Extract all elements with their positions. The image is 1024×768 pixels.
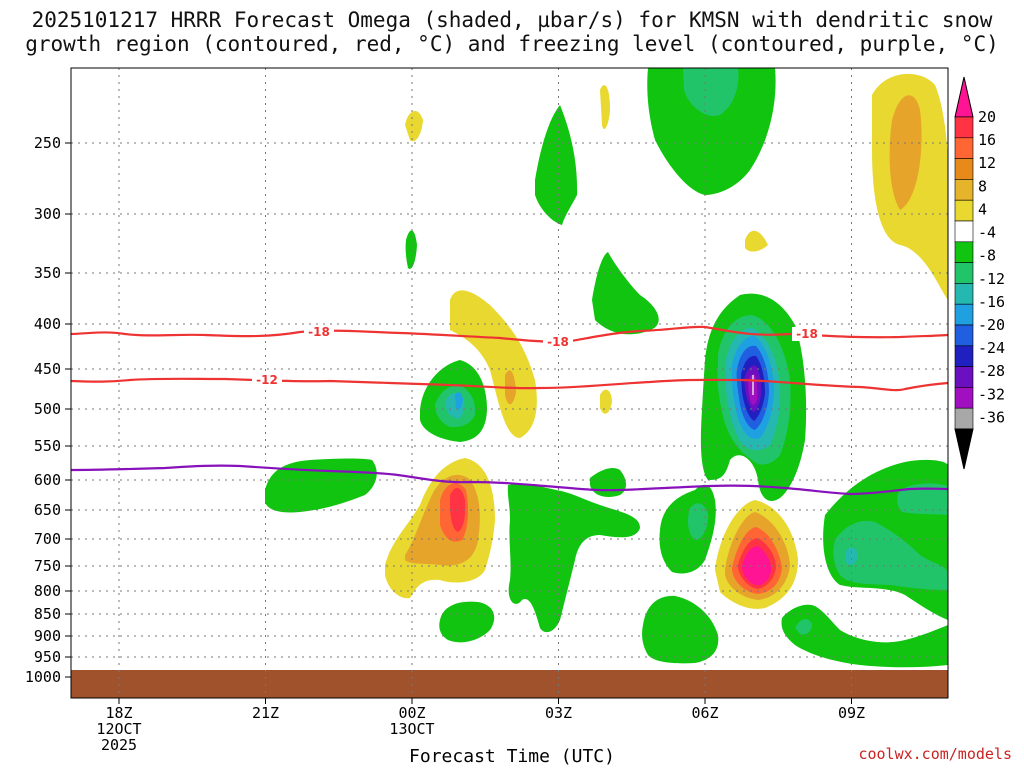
colorbar-bottom-arrow [954, 428, 974, 470]
colorbar-segment [954, 116, 974, 139]
colorbar-label: -32 [978, 385, 1005, 403]
colorbar-label: 20 [978, 108, 996, 126]
y-tick-label: 650 [34, 501, 61, 519]
y-tick-label: 1000 [25, 668, 61, 686]
omega-teal-area [833, 520, 948, 590]
y-tick-label: 950 [34, 648, 61, 666]
colorbar-label: 16 [978, 131, 996, 149]
omega-green-area [781, 604, 948, 668]
omega-green-area [647, 68, 776, 195]
omega-orange-area [889, 95, 922, 210]
colorbar-segment [954, 303, 974, 326]
omega-cyan-area [845, 547, 858, 566]
y-tick-label: 800 [34, 582, 61, 600]
omega-green-area [439, 601, 495, 643]
colorbar-segment [954, 241, 974, 263]
label-minus18-a: -18 [308, 325, 330, 339]
omega-green-area [592, 252, 659, 335]
y-tick-label: 850 [34, 605, 61, 623]
omega-green-area [642, 595, 719, 664]
colorbar-label: -36 [978, 408, 1005, 426]
omega-teal-area [683, 68, 739, 116]
colorbar-segment [954, 345, 974, 367]
ground-surface [71, 670, 948, 698]
omega-yellow-area [600, 389, 612, 414]
y-tick-label: 600 [34, 471, 61, 489]
omega-teal-area [687, 503, 708, 540]
label-minus18-c: -18 [796, 327, 818, 341]
colorbar-segment [954, 407, 974, 430]
x-tick-label: 06Z [691, 704, 718, 722]
x-tick-date: 13OCT [389, 720, 434, 738]
colorbar-top-arrow [954, 76, 974, 118]
omega-yellow-area [405, 110, 423, 142]
colorbar-label: -4 [978, 224, 996, 242]
x-tick-label: 09Z [838, 704, 865, 722]
colorbar-segment [954, 366, 974, 388]
colorbar: 20 16 12 8 4 -4 -8 -12 -16 -20 -24 -28 -32 -36 [954, 76, 1005, 470]
omega-teal-area [795, 619, 812, 635]
omega-green-area [405, 230, 417, 269]
omega-yellow-area [450, 290, 537, 438]
colorbar-segment [954, 262, 974, 284]
x-tick-label: 18Z [105, 704, 132, 722]
label-minus18-b: -18 [547, 335, 569, 349]
x-tick-date: 12OCT [96, 720, 141, 738]
colorbar-segment [954, 220, 974, 243]
colorbar-segment [954, 158, 974, 180]
x-tick-label: 21Z [252, 704, 279, 722]
colorbar-segment [954, 324, 974, 347]
colorbar-label: 12 [978, 154, 996, 172]
y-tick-label: 700 [34, 530, 61, 548]
y-tick-label: 500 [34, 400, 61, 418]
chart-title-line1: 2025101217 HRRR Forecast Omega (shaded, … [31, 8, 993, 32]
colorbar-segment [954, 387, 974, 409]
label-minus12: -12 [256, 373, 278, 387]
colorbar-label: -16 [978, 293, 1005, 311]
y-tick-label: 350 [34, 264, 61, 282]
contour-freezing-level [71, 464, 948, 496]
y-tick-label: 550 [34, 437, 61, 455]
contour-minus12 [71, 377, 948, 392]
x-tick-year: 2025 [101, 736, 137, 754]
omega-magenta-area [742, 546, 772, 586]
colorbar-label: -12 [978, 270, 1005, 288]
colorbar-label: -28 [978, 362, 1005, 380]
y-tick-label: 450 [34, 360, 61, 378]
y-tick-label: 250 [34, 134, 61, 152]
omega-green-area [507, 483, 640, 633]
plot-border [70, 67, 949, 699]
omega-lblue-area [455, 392, 463, 410]
omega-yellow-area [600, 85, 610, 130]
omega-green-area [535, 105, 578, 225]
colorbar-segment [954, 199, 974, 222]
omega-yellow-area [745, 230, 768, 252]
credit-link[interactable]: coolwx.com/models [858, 745, 1012, 763]
y-tick-label: 300 [34, 205, 61, 223]
colorbar-label: 4 [978, 200, 987, 218]
y-tick-label: 900 [34, 627, 61, 645]
x-tick-label: 00Z [398, 704, 425, 722]
colorbar-segment [954, 179, 974, 201]
contour-labels: -18 -18 -18 -12 [252, 325, 822, 387]
y-tick-label: 400 [34, 315, 61, 333]
colorbar-label: -8 [978, 247, 996, 265]
colorbar-segment [954, 283, 974, 305]
colorbar-label: 8 [978, 177, 987, 195]
chart-title-line2: growth region (contoured, red, °C) and f… [25, 32, 999, 56]
x-tick-label: 03Z [545, 704, 572, 722]
colorbar-label: -24 [978, 339, 1005, 357]
y-tick-label: 750 [34, 557, 61, 575]
colorbar-segment [954, 137, 974, 159]
colorbar-label: -20 [978, 316, 1005, 334]
x-axis-title: Forecast Time (UTC) [409, 746, 615, 767]
y-axis: 250 300 350 400 450 500 550 600 650 700 750 800 850 9… [25, 134, 71, 686]
omega-teal-area [897, 483, 948, 515]
